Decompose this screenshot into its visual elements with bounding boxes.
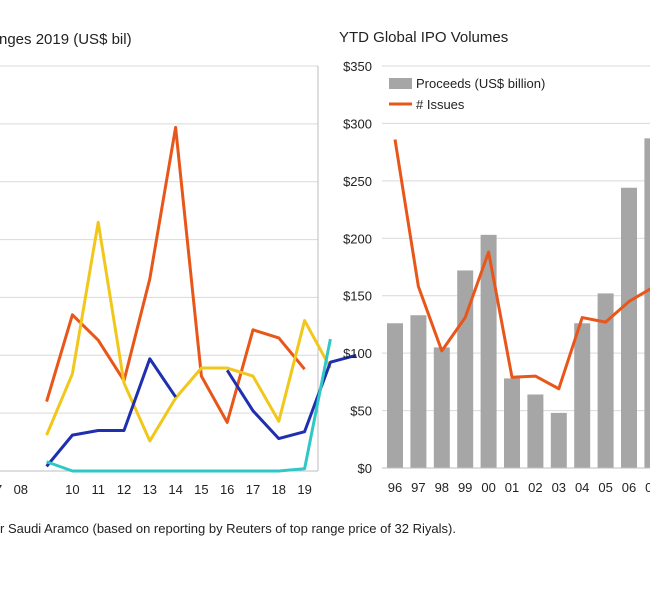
- right-chart-title: YTD Global IPO Volumes: [339, 29, 508, 46]
- left-series-line: [45, 125, 306, 424]
- right-x-tick-label: 98: [435, 480, 449, 495]
- right-combo-chart: YTD Global IPO Volumes $0 $50 $100 $150 $200…: [339, 29, 650, 495]
- right-bar: [504, 378, 520, 468]
- left-x-tick-label: 15: [194, 482, 208, 497]
- right-bar: [433, 347, 450, 468]
- left-x-tick-label: 08: [14, 482, 28, 497]
- legend-label-issues: # Issues: [416, 97, 465, 112]
- right-x-tick-label: 99: [458, 480, 472, 495]
- legend-label-proceeds: Proceeds (US$ billion): [416, 76, 545, 91]
- right-y-tick-label: $150: [343, 289, 372, 304]
- left-x-tick-label: 17: [246, 482, 260, 497]
- right-x-tick-label: 97: [411, 480, 425, 495]
- left-x-tick-labels: 07 08 10 11 12 13 14 15 16 17 18 19: [0, 482, 312, 497]
- right-x-tick-label: 96: [388, 480, 402, 495]
- right-bar: [574, 323, 591, 468]
- right-bar: [550, 412, 567, 468]
- right-x-tick-label: 00: [481, 480, 495, 495]
- right-x-tick-label: 06: [622, 480, 636, 495]
- right-bar: [457, 270, 474, 468]
- footnote: r Saudi Aramco (based on reporting by Re…: [0, 521, 456, 536]
- left-series-line: [46, 338, 332, 473]
- left-grid: [0, 65, 318, 414]
- left-x-tick-label: 16: [220, 482, 234, 497]
- right-y-tick-label: $200: [343, 231, 372, 246]
- right-bar: [387, 323, 403, 468]
- left-x-tick-label: 14: [168, 482, 182, 497]
- right-x-tick-label: 02: [528, 480, 542, 495]
- left-x-tick-label: 19: [297, 482, 311, 497]
- legend: Proceeds (US$ billion) # Issues: [389, 76, 545, 112]
- right-issues-line: [393, 139, 650, 391]
- right-bar: [527, 394, 544, 468]
- right-issues-polyline: [393, 139, 650, 391]
- right-x-tick-label: 05: [598, 480, 612, 495]
- left-series-lines: [45, 125, 357, 473]
- legend-swatch-proceeds: [389, 78, 412, 89]
- right-bar: [410, 315, 427, 468]
- left-x-tick-label: 18: [272, 482, 286, 497]
- left-series-line: [225, 353, 357, 441]
- right-bars: [387, 138, 650, 469]
- left-line-chart: nges 2019 (US$ bil) 07 08 10 11 12 13 14 15 16 17…: [0, 31, 357, 497]
- right-bar: [621, 187, 637, 468]
- left-x-tick-label: 07: [0, 482, 2, 497]
- left-x-tick-label: 10: [65, 482, 79, 497]
- right-y-tick-label: $50: [350, 404, 372, 419]
- right-x-tick-label: 03: [552, 480, 566, 495]
- left-x-tick-label: 13: [143, 482, 157, 497]
- left-series-line: [45, 357, 177, 468]
- right-y-tick-label: $300: [343, 116, 372, 131]
- left-x-tick-label: 12: [117, 482, 131, 497]
- right-bar: [480, 234, 497, 468]
- left-series-line: [45, 220, 332, 443]
- right-x-tick-labels: 96 97 98 99 00 01 02 03 04 05 06 07: [388, 480, 650, 495]
- left-chart-title: nges 2019 (US$ bil): [0, 31, 132, 48]
- right-y-tick-label: $0: [358, 461, 372, 476]
- right-y-tick-labels: $0 $50 $100 $150 $200 $250 $300 $350: [343, 59, 372, 476]
- right-y-tick-label: $350: [343, 59, 372, 74]
- right-bar: [644, 138, 650, 469]
- right-x-tick-label: 01: [505, 480, 519, 495]
- right-y-tick-label: $100: [343, 346, 372, 361]
- left-x-tick-label: 11: [91, 482, 105, 497]
- right-x-tick-label: 07: [645, 480, 650, 495]
- right-y-tick-label: $250: [343, 174, 372, 189]
- right-x-tick-label: 04: [575, 480, 589, 495]
- right-bar: [597, 293, 614, 468]
